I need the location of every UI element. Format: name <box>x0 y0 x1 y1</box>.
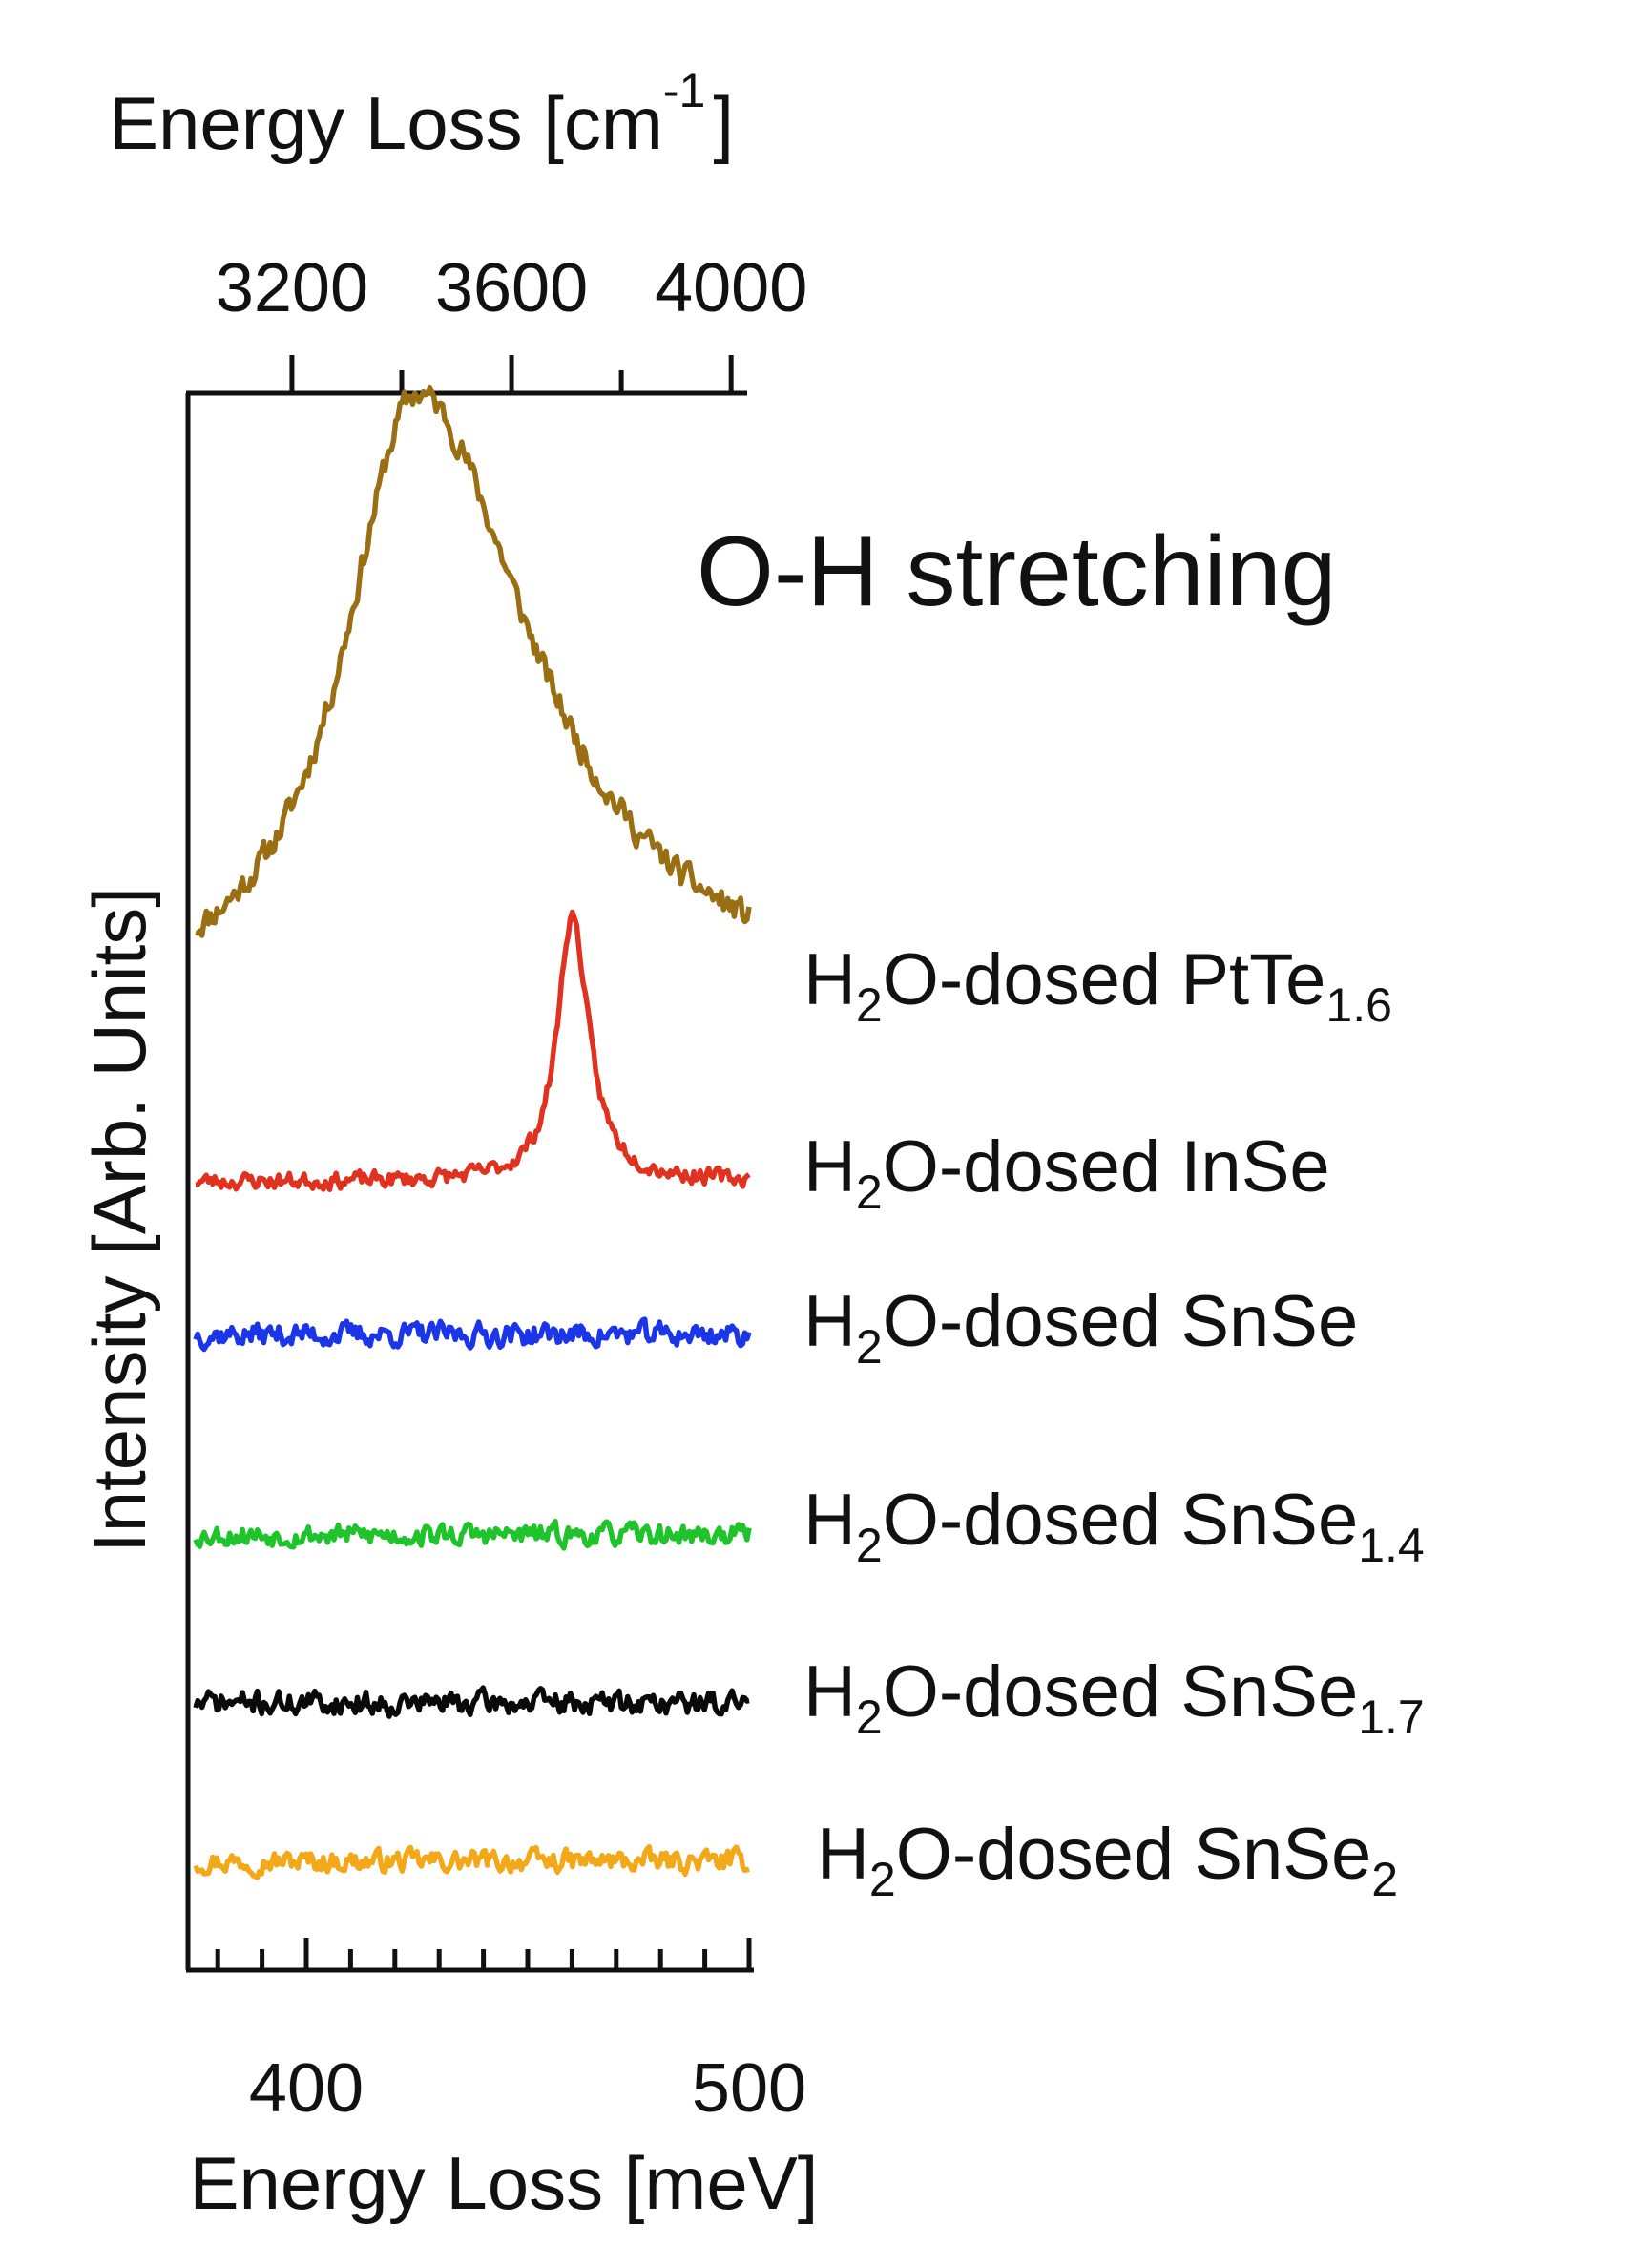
series-label-snse-h: H <box>803 1281 856 1362</box>
series-label-inse-h: H <box>803 1126 856 1208</box>
x-axis-title-top: Energy Loss [cm-1] <box>109 64 734 165</box>
series-label-snse-mid: O-dosed SnSe <box>883 1281 1359 1362</box>
series-label-ptte16-mid: O-dosed PtTe <box>883 939 1326 1020</box>
series-label-inse: H2O-dosed InSe <box>803 1126 1330 1219</box>
y-axis-title: Intensity [Arb. Units] <box>77 887 161 1553</box>
x-axis-title-top-main: Energy Loss [cm <box>109 81 663 165</box>
oh-stretching-annotation: O-H stretching <box>697 516 1336 627</box>
series-line-snse <box>193 1316 752 1353</box>
series-label-ptte16-sub2: 1.6 <box>1325 978 1392 1032</box>
series-label-snse17-sub1: 2 <box>856 1690 883 1744</box>
series-label-snse17-h: H <box>803 1651 856 1732</box>
top-tick-label-3200: 3200 <box>216 250 368 326</box>
top-tick-label-3600: 3600 <box>435 250 588 326</box>
series-label-snse14-sub2: 1.4 <box>1358 1519 1425 1572</box>
series-label-snse17-sub2: 1.7 <box>1358 1690 1425 1744</box>
series-label-snse17-mid: O-dosed SnSe <box>883 1651 1359 1732</box>
bottom-tick-label-400: 400 <box>249 2050 364 2127</box>
series-label-snse17: H2O-dosed SnSe1.7 <box>803 1651 1425 1744</box>
series-lines <box>193 385 752 1880</box>
series-label-snse-sub1: 2 <box>856 1320 883 1374</box>
series-label-snse: H2O-dosed SnSe <box>803 1281 1358 1374</box>
series-labels: H2O-dosed PtTe1.6 H2O-dosed InSe H2O-dos… <box>803 939 1425 1906</box>
series-label-snse2-h: H <box>817 1814 869 1895</box>
series-line-inse <box>195 909 751 1192</box>
series-line-snse17 <box>193 1685 750 1719</box>
series-label-snse14-h: H <box>803 1480 856 1561</box>
bottom-tick-label-500: 500 <box>692 2050 806 2127</box>
series-line-snse2 <box>193 1844 750 1880</box>
x-axis-title-bottom: Energy Loss [meV] <box>190 2141 819 2225</box>
series-label-ptte16-h: H <box>803 939 856 1020</box>
series-label-snse14-sub1: 2 <box>856 1519 883 1572</box>
x-axis-title-top-superscript: -1 <box>663 64 705 117</box>
series-line-ptte16 <box>195 385 752 938</box>
series-label-snse2-mid: O-dosed SnSe <box>896 1814 1372 1895</box>
series-label-ptte16-sub1: 2 <box>856 978 883 1032</box>
series-label-snse2: H2O-dosed SnSe2 <box>817 1814 1398 1906</box>
series-line-snse14 <box>193 1518 752 1551</box>
series-label-ptte16: H2O-dosed PtTe1.6 <box>803 939 1392 1032</box>
series-label-snse14-mid: O-dosed SnSe <box>883 1480 1359 1561</box>
bottom-axis-ticks <box>215 1938 752 1970</box>
series-label-snse14: H2O-dosed SnSe1.4 <box>803 1480 1425 1572</box>
series-label-snse2-sub2: 2 <box>1371 1853 1398 1906</box>
top-tick-label-4000: 4000 <box>655 250 807 326</box>
series-label-inse-sub1: 2 <box>856 1166 883 1219</box>
top-axis-ticks <box>289 355 734 393</box>
series-label-inse-mid: O-dosed InSe <box>883 1126 1330 1208</box>
series-label-snse2-sub1: 2 <box>869 1853 896 1906</box>
x-axis-title-top-close: ] <box>713 81 734 165</box>
